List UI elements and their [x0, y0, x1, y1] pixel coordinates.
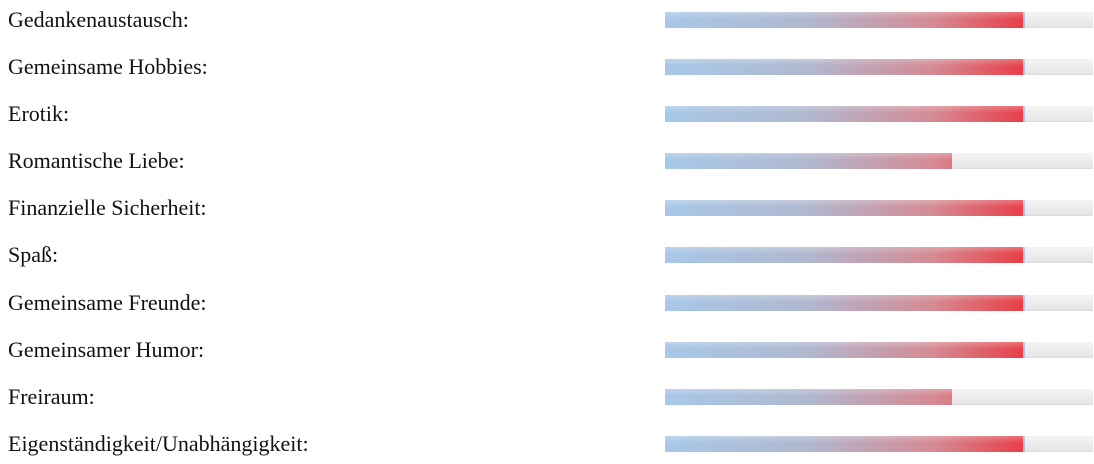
rating-bar-track	[665, 12, 1093, 28]
rating-label: Erotik:	[8, 101, 70, 126]
rating-bar-track	[665, 153, 1093, 169]
rating-row-gemeinsame-freunde: Gemeinsame Freunde:	[0, 283, 1094, 323]
rating-row-erotik: Erotik:	[0, 94, 1094, 134]
rating-bar-track	[665, 200, 1093, 216]
rating-bar-track	[665, 342, 1093, 358]
rating-label: Gemeinsame Freunde:	[8, 290, 207, 315]
rating-bar-fill	[665, 342, 1025, 358]
rating-label: Eigenständigkeit/Unabhängigkeit:	[8, 431, 309, 456]
rating-bar-track	[665, 106, 1093, 122]
rating-label: Gemeinsamer Humor:	[8, 337, 205, 362]
rating-bar-fill	[665, 12, 1025, 28]
rating-bar-track	[665, 389, 1093, 405]
rating-bar-fill	[665, 247, 1025, 263]
rating-label: Gemeinsame Hobbies:	[8, 54, 208, 79]
rating-bar-fill	[665, 153, 952, 169]
rating-bar-fill	[665, 59, 1025, 75]
rating-bar-fill	[665, 389, 952, 405]
rating-label: Freiraum:	[8, 384, 95, 409]
rating-row-finanzielle-sicherheit: Finanzielle Sicherheit:	[0, 188, 1094, 228]
rating-bar-track	[665, 247, 1093, 263]
rating-label: Finanzielle Sicherheit:	[8, 195, 207, 220]
rating-row-gedankenaustausch: Gedankenaustausch:	[0, 0, 1094, 40]
rating-row-freiraum: Freiraum:	[0, 377, 1094, 417]
rating-row-romantische-liebe: Romantische Liebe:	[0, 141, 1094, 181]
rating-bar-track	[665, 295, 1093, 311]
rating-label: Gedankenaustausch:	[8, 7, 189, 32]
rating-row-eigenstaendigkeit: Eigenständigkeit/Unabhängigkeit:	[0, 424, 1094, 464]
rating-label: Romantische Liebe:	[8, 148, 185, 173]
rating-row-spass: Spaß:	[0, 235, 1094, 275]
rating-bar-fill	[665, 295, 1025, 311]
rating-bar-fill	[665, 436, 1025, 452]
rating-bar-fill	[665, 200, 1025, 216]
rating-row-gemeinsame-hobbies: Gemeinsame Hobbies:	[0, 47, 1094, 87]
rating-row-gemeinsamer-humor: Gemeinsamer Humor:	[0, 330, 1094, 370]
rating-bar-track	[665, 436, 1093, 452]
rating-label: Spaß:	[8, 242, 59, 267]
rating-bar-track	[665, 59, 1093, 75]
rating-bar-fill	[665, 106, 1025, 122]
